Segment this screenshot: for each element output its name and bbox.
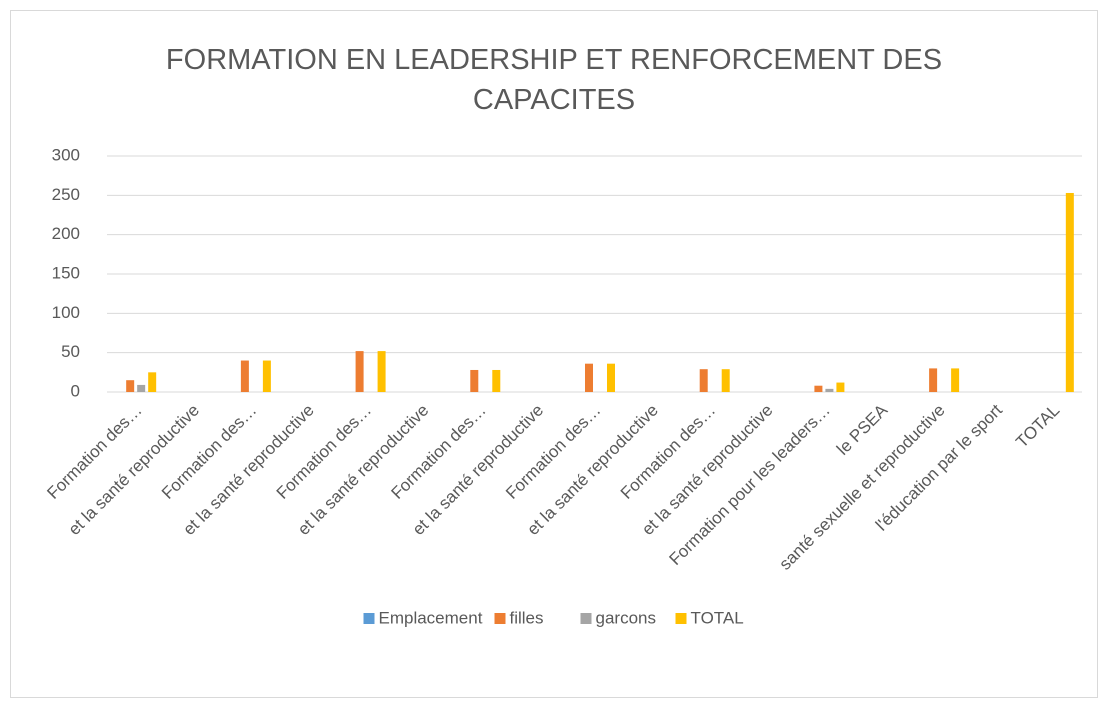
- y-tick-label: 0: [71, 381, 80, 400]
- y-tick-label: 200: [52, 224, 80, 243]
- y-tick-label: 100: [52, 303, 80, 322]
- chart-border: [10, 10, 1098, 698]
- legend-label: TOTAL: [691, 608, 744, 627]
- y-tick-label: 150: [52, 263, 80, 282]
- legend-label: Emplacement: [379, 608, 483, 627]
- legend-swatch: [363, 613, 375, 624]
- bar: [355, 351, 364, 392]
- bar: [721, 369, 730, 392]
- bar: [262, 360, 271, 392]
- bar: [492, 369, 501, 392]
- bar: [240, 360, 249, 392]
- legend-swatch: [580, 613, 592, 624]
- bar: [1065, 192, 1074, 392]
- bar: [377, 351, 386, 392]
- bar: [126, 380, 135, 392]
- bar: [607, 363, 615, 392]
- bar: [470, 369, 479, 392]
- y-tick-label: 250: [52, 185, 80, 204]
- y-tick-label: 50: [61, 342, 80, 361]
- bar: [137, 384, 146, 392]
- legend-label: garcons: [596, 608, 656, 627]
- bar: [951, 368, 960, 392]
- legend-swatch: [675, 613, 687, 624]
- bar: [825, 388, 834, 392]
- legend-label: filles: [510, 608, 544, 627]
- bar: [699, 369, 708, 392]
- bar: [929, 368, 938, 392]
- bar: [814, 385, 823, 392]
- bar: [836, 382, 845, 392]
- bar: [585, 363, 593, 392]
- chart-title: FORMATION EN LEADERSHIP ET RENFORCEMENT …: [165, 44, 943, 116]
- bar: [148, 372, 157, 392]
- legend-swatch: [494, 613, 506, 624]
- y-tick-label: 300: [52, 145, 80, 164]
